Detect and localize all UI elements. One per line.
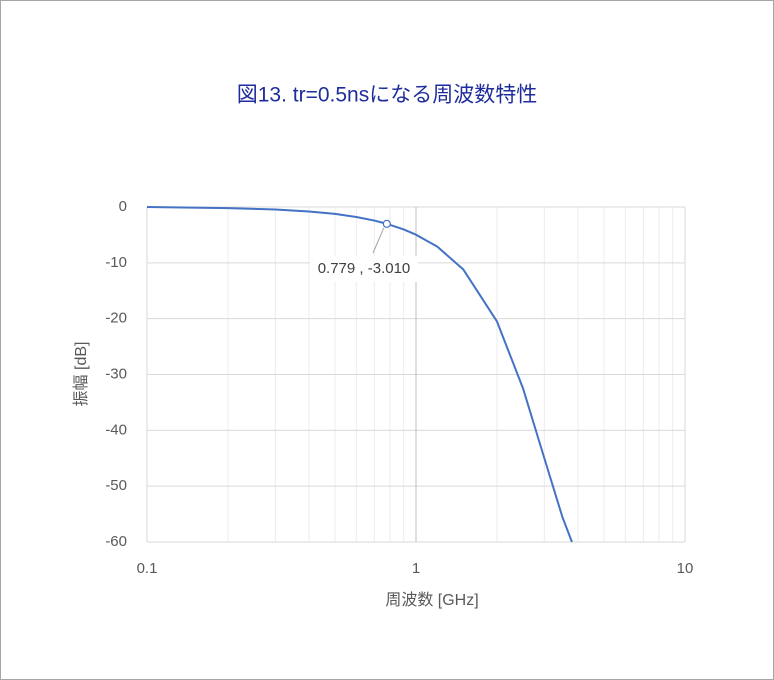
annotation-label: 0.779 , -3.010 <box>318 260 411 277</box>
y-tick-label: -60 <box>105 533 127 550</box>
x-tick-label: 1 <box>412 560 420 577</box>
y-tick-label: 0 <box>119 198 127 215</box>
chart-title: 図13. tr=0.5nsになる周波数特性 <box>237 84 538 107</box>
annotation-box <box>310 256 418 282</box>
line-series <box>146 206 573 543</box>
y-tick-label: -50 <box>105 477 127 494</box>
y-tick-label: -10 <box>105 254 127 271</box>
annotation-point <box>382 219 391 228</box>
y-tick-label: -40 <box>105 421 127 438</box>
x-tick-label: 10 <box>677 560 694 577</box>
y-tick-label: -20 <box>105 310 127 327</box>
x-axis-title: 周波数 [GHz] <box>385 591 478 609</box>
y-axis-title: 振幅 [dB] <box>72 342 90 407</box>
x-tick-label: 0.1 <box>137 560 158 577</box>
annotation-leader <box>372 227 385 254</box>
y-tick-label: -30 <box>105 365 127 382</box>
